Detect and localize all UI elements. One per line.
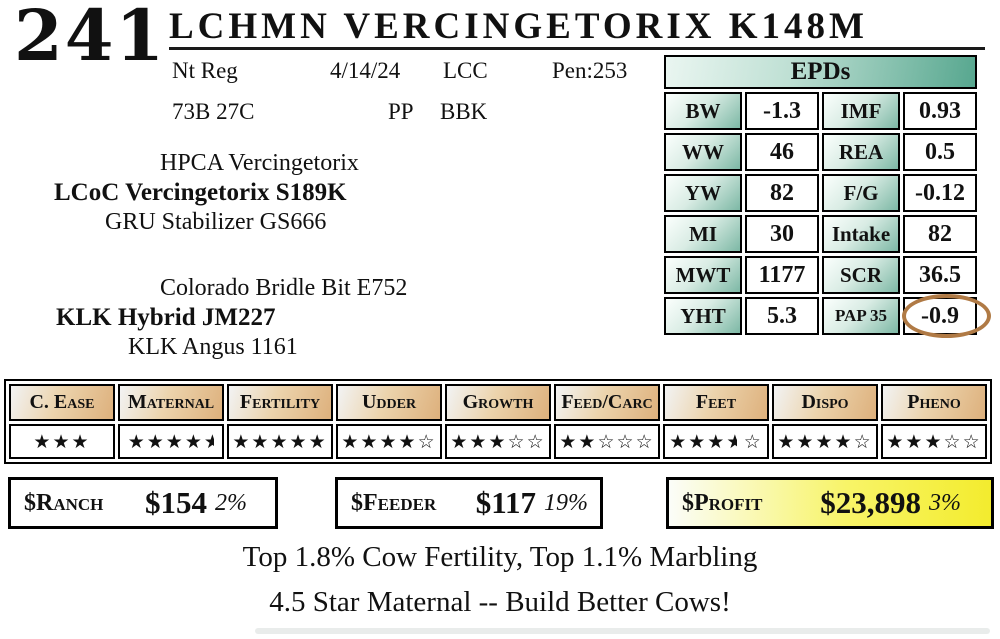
sire: LCoC Vercingetorix S189K: [54, 179, 347, 206]
trait-header-row: C. Ease Maternal Fertility Udder Growth …: [9, 384, 987, 421]
trait-header: Growth: [445, 384, 551, 421]
epd-label: MI: [664, 215, 742, 253]
epd-label: Intake: [822, 215, 900, 253]
trait-header: Maternal: [118, 384, 224, 421]
herd-code: LCC: [443, 58, 488, 83]
profit-label: $Profit: [682, 489, 763, 516]
star-rating: ★★★☆☆: [445, 424, 551, 459]
star-rating: ★★★★☆: [772, 424, 878, 459]
title-underline: [169, 47, 985, 50]
star-rating: ★★★★☆: [336, 424, 442, 459]
epd-value: -0.12: [903, 174, 977, 212]
epd-value: 30: [745, 215, 819, 253]
star-rating: ★★★★ ☆: [663, 424, 769, 459]
feeder-value-box: $Feeder $117 19%: [335, 477, 603, 529]
lot-number: 241: [14, 0, 167, 77]
color-code: BBK: [440, 99, 488, 124]
ranch-amount: $154: [145, 485, 207, 520]
animal-name-title: LCHMN VERCINGETORIX K148M: [169, 6, 868, 47]
trait-header: Feet: [663, 384, 769, 421]
epd-label: YW: [664, 174, 742, 212]
star-rating: ★★★☆☆: [881, 424, 987, 459]
epd-value: 1177: [745, 256, 819, 294]
epd-label: REA: [822, 133, 900, 171]
star-rating: ★★☆☆☆: [554, 424, 660, 459]
epd-value: 5.3: [745, 297, 819, 335]
epd-value: 36.5: [903, 256, 977, 294]
polled-status: PP: [388, 99, 414, 124]
pen-number: Pen:253: [552, 58, 628, 83]
trait-header: C. Ease: [9, 384, 115, 421]
ranch-label: $Ranch: [24, 489, 104, 516]
feeder-amount: $117: [475, 485, 536, 520]
epd-label: YHT: [664, 297, 742, 335]
trait-header: Pheno: [881, 384, 987, 421]
trait-header: Dispo: [772, 384, 878, 421]
star-rating: ★★★★★: [118, 424, 224, 459]
epd-value: 46: [745, 133, 819, 171]
trait-header: Feed/Carc: [554, 384, 660, 421]
feeder-label: $Feeder: [351, 489, 437, 516]
profit-percentile: 3%: [929, 489, 961, 516]
profit-amount: $23,898: [820, 485, 921, 520]
trait-stars-row: ★★★ ★★★★★ ★★★★★ ★★★★☆ ★★★☆☆ ★★☆☆☆ ★★★★ ☆…: [9, 424, 987, 459]
profit-value-box: $Profit $23,898 3%: [666, 477, 994, 529]
highlight-note-1: Top 1.8% Cow Fertility, Top 1.1% Marblin…: [242, 541, 758, 573]
dam-of-sire: GRU Stabilizer GS666: [105, 209, 327, 235]
epd-table-title: EPDs: [664, 55, 977, 89]
next-entry-cutoff: [255, 628, 990, 634]
sire-of-dam: Colorado Bridle Bit E752: [160, 275, 408, 301]
epd-value: 0.5: [903, 133, 977, 171]
highlight-note-2: 4.5 Star Maternal -- Build Better Cows!: [269, 586, 731, 618]
ranch-percentile: 2%: [215, 489, 247, 516]
pap-value: -0.9: [921, 302, 959, 329]
epd-label-pap: PAP 35: [822, 297, 900, 335]
feeder-percentile: 19%: [544, 489, 588, 516]
dam: KLK Hybrid JM227: [56, 304, 276, 331]
trait-header: Udder: [336, 384, 442, 421]
registration-status: Nt Reg: [172, 58, 238, 83]
epd-label: F/G: [822, 174, 900, 212]
epd-value: 0.93: [903, 92, 977, 130]
sire-of-sire: HPCA Vercingetorix: [160, 150, 359, 176]
epd-table: EPDs BW -1.3 IMF 0.93 WW 46 REA 0.5 YW 8…: [661, 52, 991, 338]
epd-label: IMF: [822, 92, 900, 130]
star-rating: ★★★: [9, 424, 115, 459]
epd-value: 82: [903, 215, 977, 253]
birth-date: 4/14/24: [330, 58, 401, 83]
epd-value-pap: -0.9: [902, 294, 991, 338]
epd-label: MWT: [664, 256, 742, 294]
dam-of-dam: KLK Angus 1161: [128, 334, 298, 360]
epd-label: WW: [664, 133, 742, 171]
trait-rating-table: C. Ease Maternal Fertility Udder Growth …: [4, 379, 992, 464]
epd-value: -1.3: [745, 92, 819, 130]
epd-label: SCR: [822, 256, 900, 294]
tattoo: 73B 27C: [172, 99, 255, 124]
star-rating: ★★★★★: [227, 424, 333, 459]
trait-header: Fertility: [227, 384, 333, 421]
epd-value: 82: [745, 174, 819, 212]
ranch-value-box: $Ranch $154 2%: [8, 477, 278, 529]
epd-label: BW: [664, 92, 742, 130]
